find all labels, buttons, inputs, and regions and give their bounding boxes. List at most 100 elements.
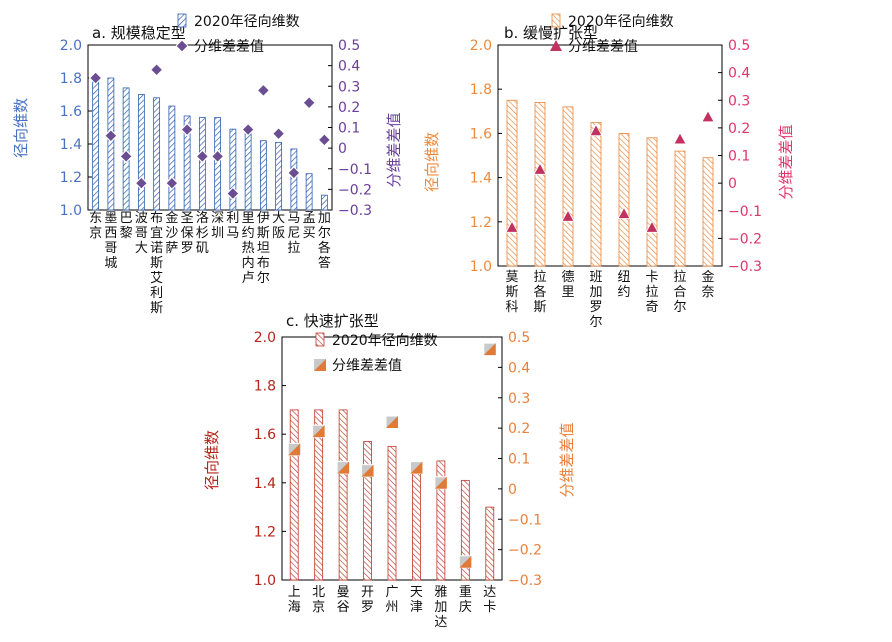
legend-bar-swatch [551,13,561,28]
left-tick-label: 1.0 [254,573,276,589]
right-tick-label: 0.3 [338,79,360,95]
category-label: 深圳 [211,211,224,241]
left-tick-label: 2.0 [60,38,82,54]
bar [506,99,518,267]
diff-marker-accent [312,425,325,438]
diff-marker [617,206,631,219]
legend-bar-swatch [315,332,325,347]
category-label: 金奈 [701,269,714,300]
bar [92,79,100,211]
right-tick-label: 0.5 [728,38,750,54]
legend-bar-label: 2020年径向维数 [332,333,438,349]
right-tick-label: 0.1 [728,149,750,165]
category-label: 班加罗尔 [589,270,602,330]
diff-marker [134,176,149,191]
bar [363,441,372,581]
right-tick-label: 0.3 [508,391,530,407]
bar [485,506,495,581]
legend-bar-label: 2020年径向维数 [568,14,674,30]
left-tick-label: 1.8 [254,379,276,395]
right-tick-label: −0.1 [338,162,372,178]
legend-marker-label: 分维差差值 [332,358,402,374]
bar [244,128,252,211]
diff-marker [505,220,519,233]
category-label: 德里 [561,270,574,300]
left-tick-label: 2.0 [254,330,276,346]
right-tick-label: −0.2 [508,543,542,559]
category-label: 拉合尔 [673,270,686,315]
category-label: 孟买 [303,211,316,241]
chart-panel-c: c. 快速扩张型 1.0 1.2 1.4 1.6 1.8 2.0 −0.3 −0.2 −0.1 0 0… [203,312,576,630]
bar [229,128,237,211]
diff-marker-accent [483,343,496,356]
bar [314,409,324,581]
y-axis-label-left: 径向维数 [423,132,441,192]
category-label: 伊斯坦布尔 [257,211,270,286]
category-label: 天津 [410,585,423,615]
bar [153,97,161,211]
left-tick-label: 1.2 [470,215,492,231]
bar [562,106,574,267]
left-tick-label: 1.8 [470,82,492,98]
diff-marker [287,166,301,180]
right-tick-label: −0.1 [728,204,762,220]
left-tick-label: 1.2 [254,524,276,540]
diff-marker-accent [288,443,301,456]
diff-marker [88,71,103,85]
right-tick-label: −0.3 [338,203,372,219]
right-tick-label: 0.4 [338,59,360,75]
right-tick-label: 0.2 [338,100,360,116]
right-tick-label: −0.2 [728,231,762,247]
diff-marker-accent [410,461,423,474]
left-tick-label: 1.6 [254,427,276,443]
legend-marker-label: 分维差差值 [568,39,638,55]
diff-marker-accent [337,461,350,474]
right-tick-label: 0.4 [508,360,530,376]
y-axis-label-right: 分维差差值 [385,112,403,187]
y-axis-label-left: 径向维数 [12,98,30,158]
legend-bar-label: 2020年径向维数 [194,14,300,30]
bar [590,121,602,267]
category-label: 达卡 [483,585,496,615]
left-tick-label: 1.0 [60,203,82,219]
right-tick-label: 0.5 [508,330,530,346]
right-tick-label: −0.3 [508,573,542,589]
category-label: 利马 [226,211,239,241]
diff-marker [701,109,715,123]
category-label: 里约热内卢 [242,211,255,286]
diff-marker-accent [386,416,398,429]
category-label: 金沙萨 [165,210,178,256]
category-label: 莫斯科 [505,270,518,315]
diff-marker [104,128,118,143]
diff-marker [226,186,240,201]
bar [674,150,686,267]
chart-title: a. 规模稳定型 [92,24,186,42]
right-tick-label: −0.3 [728,259,762,275]
diff-marker [533,162,547,175]
diff-marker [256,83,271,98]
right-tick-label: 0.2 [728,121,750,137]
category-label: 东京 [89,211,102,241]
right-tick-label: 0.1 [508,452,530,468]
diff-marker [180,122,194,137]
bar [289,409,299,581]
left-tick-label: 1.2 [60,170,82,186]
right-tick-label: 0.4 [728,66,750,82]
y-axis-label-left: 径向维数 [203,430,221,490]
category-label: 纽约 [617,270,630,300]
bar [436,460,446,581]
bar [168,105,176,211]
bar [646,137,658,267]
bar [183,115,191,211]
bar [137,94,145,211]
left-tick-label: 1.8 [60,71,82,87]
left-tick-label: 1.4 [470,171,492,187]
diff-marker [241,122,255,137]
legend-marker-swatch [175,39,189,53]
category-label: 布宜诺斯艾利斯 [150,211,163,316]
diff-marker [271,126,286,141]
left-tick-label: 1.6 [60,104,82,120]
diff-marker [589,123,603,137]
